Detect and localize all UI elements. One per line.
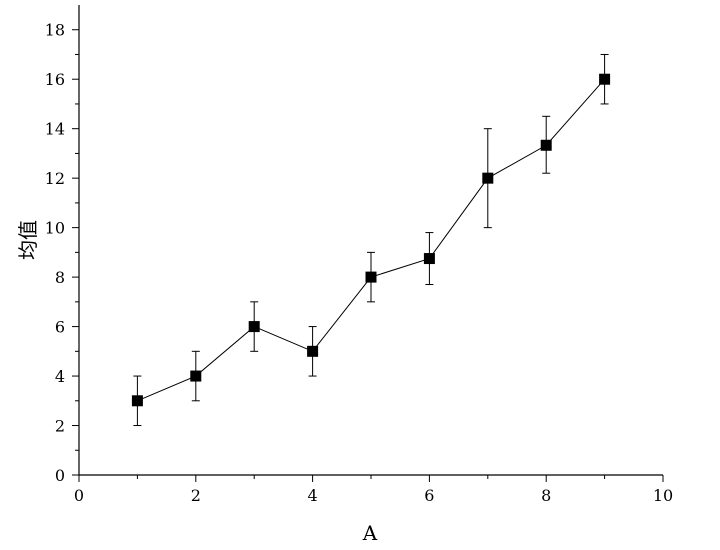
y-tick-label: 0 [55,466,65,485]
error-bars [133,53,609,427]
data-point [423,253,435,265]
x-tick-label: 2 [191,486,201,505]
y-tick-label: 16 [45,70,65,89]
markers [131,73,611,407]
y-tick-label: 12 [45,169,65,188]
y-tick-label: 10 [45,219,65,238]
data-point [540,139,552,151]
x-tick-label: 10 [653,486,673,505]
data-point [365,271,377,283]
y-tick-label: 2 [55,417,65,436]
series-line [137,78,605,402]
axes: 0 2 4 6 8 10 0 2 4 6 8 10 12 14 16 18 [45,5,673,505]
x-tick-label: 0 [74,486,84,505]
x-tick-label: 8 [541,486,551,505]
data-point [599,73,611,85]
data-point [307,345,319,357]
series-line-group [137,78,605,402]
y-tick-label: 14 [45,120,65,139]
y-tick-label: 18 [45,21,65,40]
x-tick-label: 6 [424,486,434,505]
x-tick-label: 4 [308,486,318,505]
y-tick-label: 8 [55,268,65,287]
data-point [131,395,143,407]
data-point [190,370,202,382]
y-tick-label: 6 [55,318,65,337]
y-axis-title: 均值 [16,220,40,260]
data-point [482,172,494,184]
data-point [248,321,260,333]
x-axis-title: A [362,521,378,545]
y-tick-label: 4 [55,367,65,386]
